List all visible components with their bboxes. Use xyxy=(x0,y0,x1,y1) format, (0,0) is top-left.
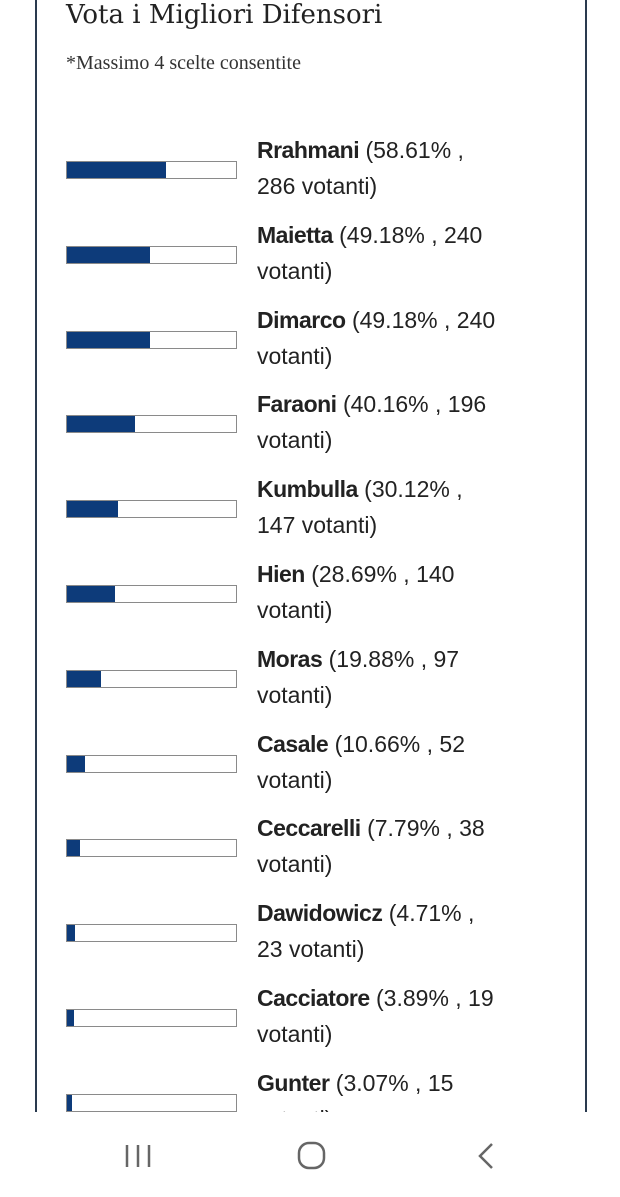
option-text: Hien (28.69% , 140 votanti) xyxy=(257,556,497,628)
option-result: (40.16% , 196 votanti) xyxy=(257,391,487,454)
bar xyxy=(67,331,151,348)
bar-track xyxy=(66,585,237,603)
poll-option[interactable]: Dawidowicz (4.71% , 23 votanti) xyxy=(0,895,620,979)
option-result: (49.18% , 240 votanti) xyxy=(257,221,483,284)
option-text: Kumbulla (30.12% , 147 votanti) xyxy=(257,471,497,543)
bar-track xyxy=(66,669,237,688)
option-text: Faraoni (40.16% , 196 votanti) xyxy=(257,386,497,458)
bar xyxy=(67,501,118,518)
option-text: Casale (10.66% , 52 votanti) xyxy=(257,726,497,798)
bar xyxy=(67,586,116,602)
poll-option[interactable]: Gunter (3.07% , 15 votanti) xyxy=(0,1065,620,1112)
bar-track xyxy=(66,1009,237,1027)
option-result: (3.07% , 15 votanti) xyxy=(257,1069,454,1112)
recents-button[interactable] xyxy=(125,1145,151,1167)
bar xyxy=(67,670,101,687)
poll-option[interactable]: Faraoni (40.16% , 196 votanti) xyxy=(0,386,620,470)
bar-track xyxy=(66,754,237,773)
option-name: Rrahmani xyxy=(257,137,360,163)
poll-option[interactable]: Kumbulla (30.12% , 147 votanti) xyxy=(0,471,620,555)
option-text: Gunter (3.07% , 15 votanti) xyxy=(257,1065,497,1112)
bar-track xyxy=(66,245,237,264)
bar xyxy=(67,755,85,772)
poll-widget: Vota i Migliori Difensori *Massimo 4 sce… xyxy=(0,0,620,1112)
option-result: (3.89% , 19 votanti) xyxy=(257,985,494,1047)
poll-option[interactable]: Casale (10.66% , 52 votanti) xyxy=(0,726,620,810)
bar-track xyxy=(66,924,237,943)
option-text: Moras (19.88% , 97 votanti) xyxy=(257,641,497,713)
back-button[interactable] xyxy=(478,1143,493,1169)
poll-option[interactable]: Ceccarelli (7.79% , 38 votanti) xyxy=(0,810,620,894)
poll-option[interactable]: Cacciatore (3.89% , 19 votanti) xyxy=(0,980,620,1064)
bar-track xyxy=(66,839,237,858)
option-name: Casale xyxy=(257,730,329,757)
bar-track xyxy=(66,415,237,434)
option-text: Rrahmani (58.61% , 286 votanti) xyxy=(257,132,497,204)
option-result: (10.66% , 52 votanti) xyxy=(257,730,465,793)
bar xyxy=(67,840,81,857)
option-result: (4.71% , 23 votanti) xyxy=(257,900,475,963)
option-name: Moras xyxy=(257,645,323,672)
bar xyxy=(67,1094,73,1111)
bar xyxy=(67,246,151,263)
poll-option[interactable]: Maietta (49.18% , 240 votanti) xyxy=(0,217,620,301)
bar xyxy=(67,162,167,178)
option-text: Dawidowicz (4.71% , 23 votanti) xyxy=(257,895,497,967)
option-name: Ceccarelli xyxy=(257,815,361,842)
option-text: Dimarco (49.18% , 240 votanti) xyxy=(257,302,497,374)
poll-option[interactable]: Moras (19.88% , 97 votanti) xyxy=(0,641,620,725)
bar-track xyxy=(66,1093,237,1112)
bar xyxy=(67,925,75,942)
option-name: Maietta xyxy=(257,221,333,248)
option-name: Faraoni xyxy=(257,391,337,418)
poll-title: Vota i Migliori Difensori xyxy=(66,0,383,30)
option-name: Cacciatore xyxy=(257,985,370,1011)
option-result: (7.79% , 38 votanti) xyxy=(257,815,485,878)
option-name: Kumbulla xyxy=(257,476,358,503)
option-result: (58.61% , 286 votanti) xyxy=(257,137,464,199)
navigation-bar xyxy=(0,1112,620,1197)
poll-option[interactable]: Dimarco (49.18% , 240 votanti) xyxy=(0,302,620,386)
option-name: Dimarco xyxy=(257,306,346,333)
option-name: Gunter xyxy=(257,1069,330,1096)
poll-note: *Massimo 4 scelte consentite xyxy=(66,52,301,74)
option-name: Dawidowicz xyxy=(257,900,383,927)
option-result: (19.88% , 97 votanti) xyxy=(257,645,460,708)
bar-track xyxy=(66,500,237,519)
bar-track xyxy=(66,330,237,349)
poll-option[interactable]: Hien (28.69% , 140 votanti) xyxy=(0,556,620,640)
option-text: Ceccarelli (7.79% , 38 votanti) xyxy=(257,810,497,882)
option-result: (49.18% , 240 votanti) xyxy=(257,306,496,369)
option-result: (28.69% , 140 votanti) xyxy=(257,561,455,623)
option-result: (30.12% , 147 votanti) xyxy=(257,476,463,539)
option-text: Maietta (49.18% , 240 votanti) xyxy=(257,217,497,289)
bar xyxy=(67,1010,74,1026)
bar xyxy=(67,416,135,433)
poll-border xyxy=(35,0,587,1112)
option-text: Cacciatore (3.89% , 19 votanti) xyxy=(257,980,497,1052)
home-button[interactable] xyxy=(297,1141,326,1170)
option-name: Hien xyxy=(257,561,305,587)
bar-track xyxy=(66,161,237,179)
poll-option[interactable]: Rrahmani (58.61% , 286 votanti) xyxy=(0,132,620,216)
